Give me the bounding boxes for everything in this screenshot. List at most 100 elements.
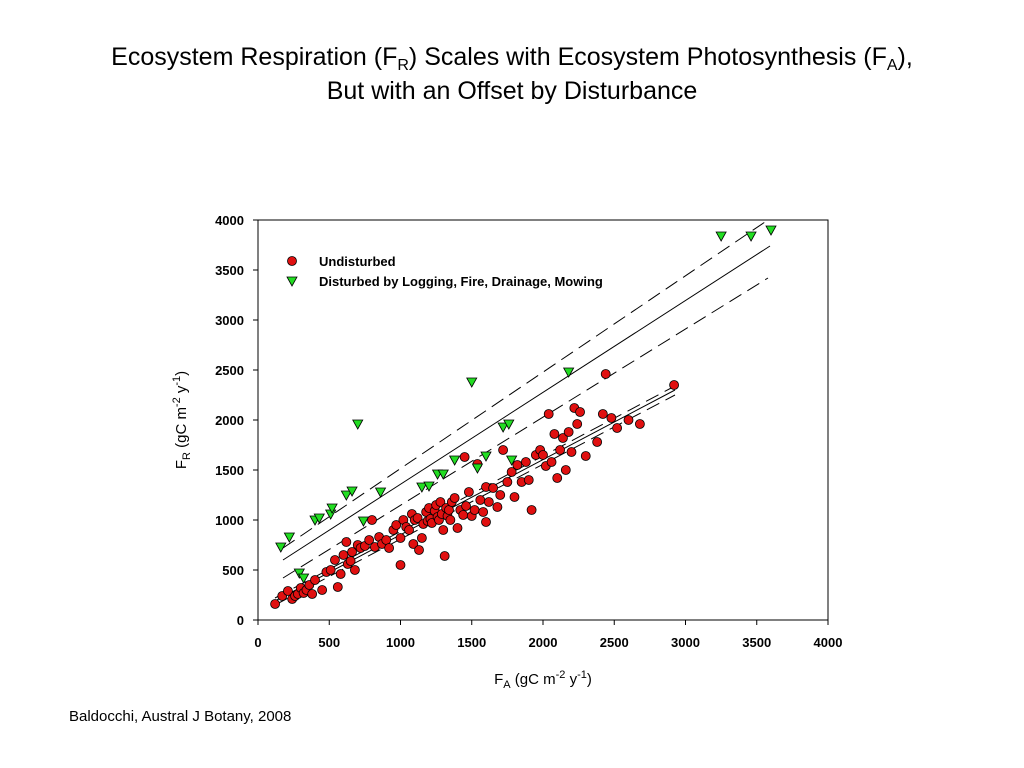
point-disturbed [313, 513, 325, 524]
point-undisturbed [463, 487, 474, 497]
title-line-2: But with an Offset by Disturbance [326, 77, 698, 105]
title-line-1: Ecosystem Respiration (FR) Scales with E… [0, 40, 1024, 74]
citation: Baldocchi, Austral J Botany, 2008 [69, 708, 292, 725]
point-disturbed [275, 542, 287, 553]
point-undisturbed [469, 505, 480, 515]
point-undisturbed [391, 520, 402, 530]
point-undisturbed [572, 419, 583, 429]
point-disturbed [416, 482, 428, 493]
point-disturbed [562, 367, 575, 378]
point-undisturbed [566, 447, 577, 457]
confidence-band-disturbed-upper [282, 221, 766, 549]
y-tick-label: 1000 [215, 513, 244, 528]
point-undisturbed [458, 510, 469, 520]
point-disturbed [423, 481, 435, 492]
point-undisturbed [310, 575, 320, 585]
point-disturbed [497, 422, 509, 433]
point-undisturbed [461, 501, 471, 511]
y-tick-label: 1500 [215, 463, 244, 478]
title-text: ), [897, 43, 913, 71]
x-tick-label: 3000 [671, 635, 700, 650]
point-undisturbed [335, 569, 346, 579]
point-undisturbed [597, 409, 608, 419]
point-undisturbed [546, 457, 557, 467]
point-undisturbed [495, 490, 506, 500]
x-tick-label: 2500 [600, 635, 629, 650]
x-tick-label: 4000 [814, 635, 843, 650]
legend: Undisturbed Disturbed by Logging, Fire, … [286, 254, 603, 289]
point-disturbed [765, 225, 777, 236]
point-undisturbed [449, 493, 460, 503]
point-undisturbed [498, 445, 509, 455]
point-undisturbed [575, 407, 585, 417]
point-undisturbed [506, 467, 517, 477]
point-undisturbed [488, 483, 499, 493]
point-disturbed [357, 516, 370, 527]
title-text: Ecosystem Respiration (F [111, 43, 398, 71]
point-undisturbed [606, 413, 617, 423]
y-tick-label: 3000 [215, 313, 244, 328]
regression-line-undisturbed [274, 389, 676, 602]
point-undisturbed [408, 539, 419, 549]
point-undisturbed [325, 565, 336, 575]
point-disturbed [340, 490, 353, 501]
point-disturbed [346, 486, 358, 497]
point-disturbed [503, 419, 515, 430]
point-undisturbed [445, 515, 456, 525]
point-undisturbed [384, 543, 395, 553]
point-undisturbed [492, 502, 503, 512]
point-disturbed [471, 463, 484, 474]
point-disturbed [352, 419, 364, 430]
point-undisturbed [338, 550, 349, 560]
point-undisturbed [404, 525, 414, 535]
point-undisturbed [435, 497, 446, 507]
point-undisturbed [526, 505, 537, 515]
point-disturbed [297, 573, 310, 584]
point-undisturbed [523, 475, 534, 485]
y-tick-label: 500 [222, 563, 244, 578]
x-tick-label: 500 [318, 635, 340, 650]
point-undisturbed [635, 419, 645, 429]
point-undisturbed [270, 599, 281, 609]
y-axis-label: FR (gC m-2 y-1) [171, 371, 193, 469]
point-disturbed [437, 469, 449, 480]
point-undisturbed [416, 533, 427, 543]
point-undisturbed [543, 409, 554, 419]
point-disturbed [715, 231, 727, 242]
point-undisturbed [459, 452, 470, 462]
point-undisturbed [623, 415, 634, 425]
point-undisturbed [669, 380, 679, 390]
point-disturbed [505, 455, 518, 466]
point-undisturbed [509, 492, 520, 502]
point-undisturbed [502, 477, 513, 487]
y-tick-label: 2500 [215, 363, 244, 378]
x-tick-label: 1000 [386, 635, 415, 650]
title-text: ) Scales with Ecosystem Photosynthesis (… [408, 43, 887, 71]
point-disturbed [480, 451, 492, 462]
point-undisturbed [478, 507, 489, 517]
point-undisturbed [332, 582, 343, 592]
point-undisturbed [367, 515, 377, 525]
point-undisturbed [560, 465, 571, 475]
point-undisturbed [414, 545, 424, 555]
point-undisturbed [349, 565, 360, 575]
data-points [270, 225, 777, 609]
confidence-band-undisturbed-upper [274, 385, 676, 599]
x-tick-label: 1500 [457, 635, 486, 650]
point-undisturbed [483, 497, 494, 507]
point-undisturbed [600, 369, 611, 379]
point-undisturbed [452, 523, 463, 533]
x-tick-label: 3500 [742, 635, 771, 650]
point-undisturbed [283, 586, 293, 596]
point-disturbed [283, 532, 296, 543]
point-undisturbed [364, 535, 375, 545]
point-undisturbed [438, 525, 449, 535]
legend-marker-disturbed [286, 276, 298, 287]
point-undisturbed [549, 429, 560, 439]
x-tick-label: 0 [254, 635, 261, 650]
regression-line-disturbed [282, 245, 771, 561]
legend-label-undisturbed: Undisturbed [319, 254, 396, 269]
point-undisturbed [481, 517, 491, 527]
y-tick-label: 3500 [215, 263, 244, 278]
